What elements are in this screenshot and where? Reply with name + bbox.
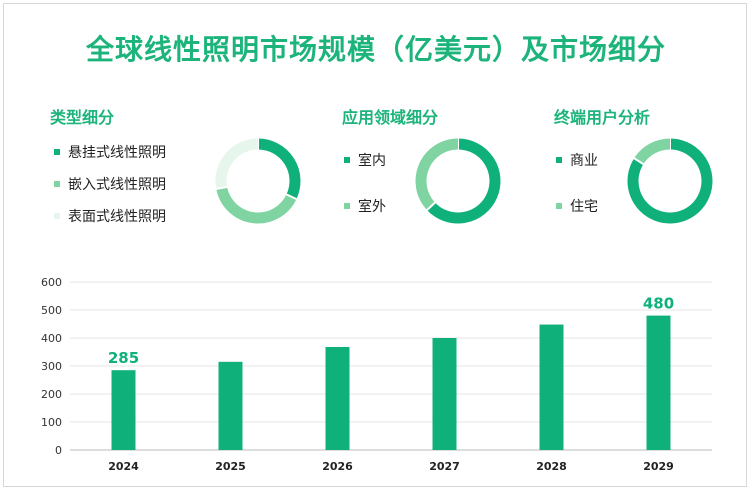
page-title: 全球线性照明市场规模（亿美元）及市场细分 [85,33,666,66]
legend-label: 室内 [358,153,386,169]
legend-item-commercial: 商业 [556,150,598,170]
legend-swatch [344,203,350,209]
bar-2026 [325,346,350,450]
x-tick-label: 2025 [215,460,246,473]
x-tick-label: 2028 [536,460,567,473]
legend-label: 住宅 [570,199,598,215]
legend-item-residential: 住宅 [556,196,598,216]
legend-item-indoor: 室内 [344,150,386,170]
donut-separator [215,185,229,191]
y-tick-label: 400 [41,332,62,345]
donut-slice-2 [634,138,671,165]
section-title-type: 类型细分 [50,108,115,127]
donut-slice-1 [427,138,501,224]
bar-chart: 0 100 200 300 400 500 600 2024 285 2025 2026 2027 20… [41,276,712,473]
bar-2027 [432,338,457,450]
donut-slice-3 [215,138,259,189]
y-tick-label: 600 [41,276,62,289]
bar-2028 [539,324,564,450]
bar-2024 [111,370,136,450]
donut-slice-2 [216,186,297,224]
y-tick-label: 200 [41,388,62,401]
data-label-2029: 480 [643,295,674,313]
legend-swatch [556,203,562,209]
legend-swatch [54,213,60,219]
legend-item-recessed: 嵌入式线性照明 [54,174,166,194]
x-tick-label: 2024 [108,460,139,473]
y-tick-label: 0 [55,444,62,457]
donut-chart-application [415,137,501,224]
x-tick-label: 2029 [643,460,674,473]
legend-swatch [556,157,562,163]
legend-label: 商业 [570,153,598,169]
donut-slice-2 [415,138,459,211]
legend-item-outdoor: 室外 [344,196,386,216]
donut-separator [425,201,437,212]
x-tick-label: 2027 [429,460,460,473]
x-tick-label: 2026 [322,460,353,473]
bar-2025 [218,361,243,450]
donut-separator [632,156,645,166]
section-title-enduser: 终端用户分析 [554,108,651,127]
legend-swatch [344,157,350,163]
bar-2029 [646,315,671,450]
legend-item-surface: 表面式线性照明 [54,206,166,226]
legend-swatch [54,149,60,155]
legend-swatch [54,181,60,187]
legend-item-pendant: 悬挂式线性照明 [54,142,166,162]
legend-label: 室外 [358,199,386,215]
legend-label: 表面式线性照明 [68,209,166,225]
section-title-application: 应用领域细分 [342,108,439,127]
donut-chart-enduser [627,137,713,224]
legend-label: 嵌入式线性照明 [68,177,166,193]
donut-slice-1 [257,138,301,200]
donut-slice-1 [627,138,713,224]
donut-chart-type [215,137,301,224]
legend-label: 悬挂式线性照明 [68,145,166,161]
y-tick-label: 100 [41,416,62,429]
y-tick-label: 500 [41,304,62,317]
data-label-2024: 285 [108,349,139,367]
y-tick-label: 300 [41,360,62,373]
donut-separator [285,193,298,201]
